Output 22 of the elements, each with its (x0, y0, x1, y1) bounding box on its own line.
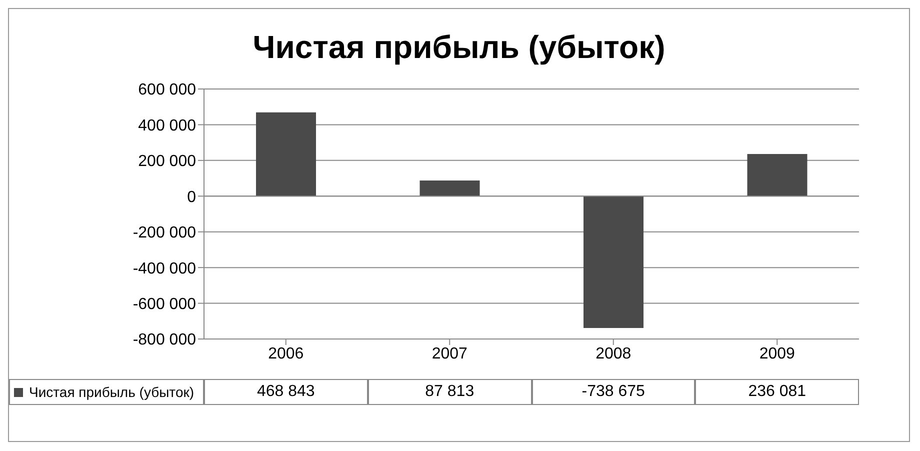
bar (256, 112, 316, 196)
y-tick-label: 600 000 (138, 82, 196, 99)
x-tick-label: 2009 (759, 345, 796, 362)
chart-title: Чистая прибыль (убыток) (252, 29, 666, 67)
bar (420, 180, 480, 196)
legend-label: Чистая прибыль (убыток) (29, 384, 194, 400)
x-tick-label: 2006 (268, 345, 304, 362)
y-tick-label: -600 000 (132, 296, 196, 313)
data-label: 468 843 (204, 379, 368, 405)
bar (747, 154, 808, 196)
data-label: -738 675 (532, 379, 696, 405)
data-label: 236 081 (695, 379, 859, 405)
x-tick-label: 2008 (596, 345, 632, 362)
y-tick-label: 400 000 (138, 117, 196, 134)
y-tick-label: -800 000 (132, 332, 196, 349)
data-label: 87 813 (368, 379, 532, 405)
y-tick-label: -200 000 (132, 224, 196, 242)
y-tick-label: 0 (187, 188, 196, 206)
y-tick-label: -400 000 (132, 260, 196, 278)
bar (584, 196, 644, 328)
x-tick-label: 2007 (432, 345, 468, 362)
y-tick-label: 200 000 (138, 153, 196, 170)
